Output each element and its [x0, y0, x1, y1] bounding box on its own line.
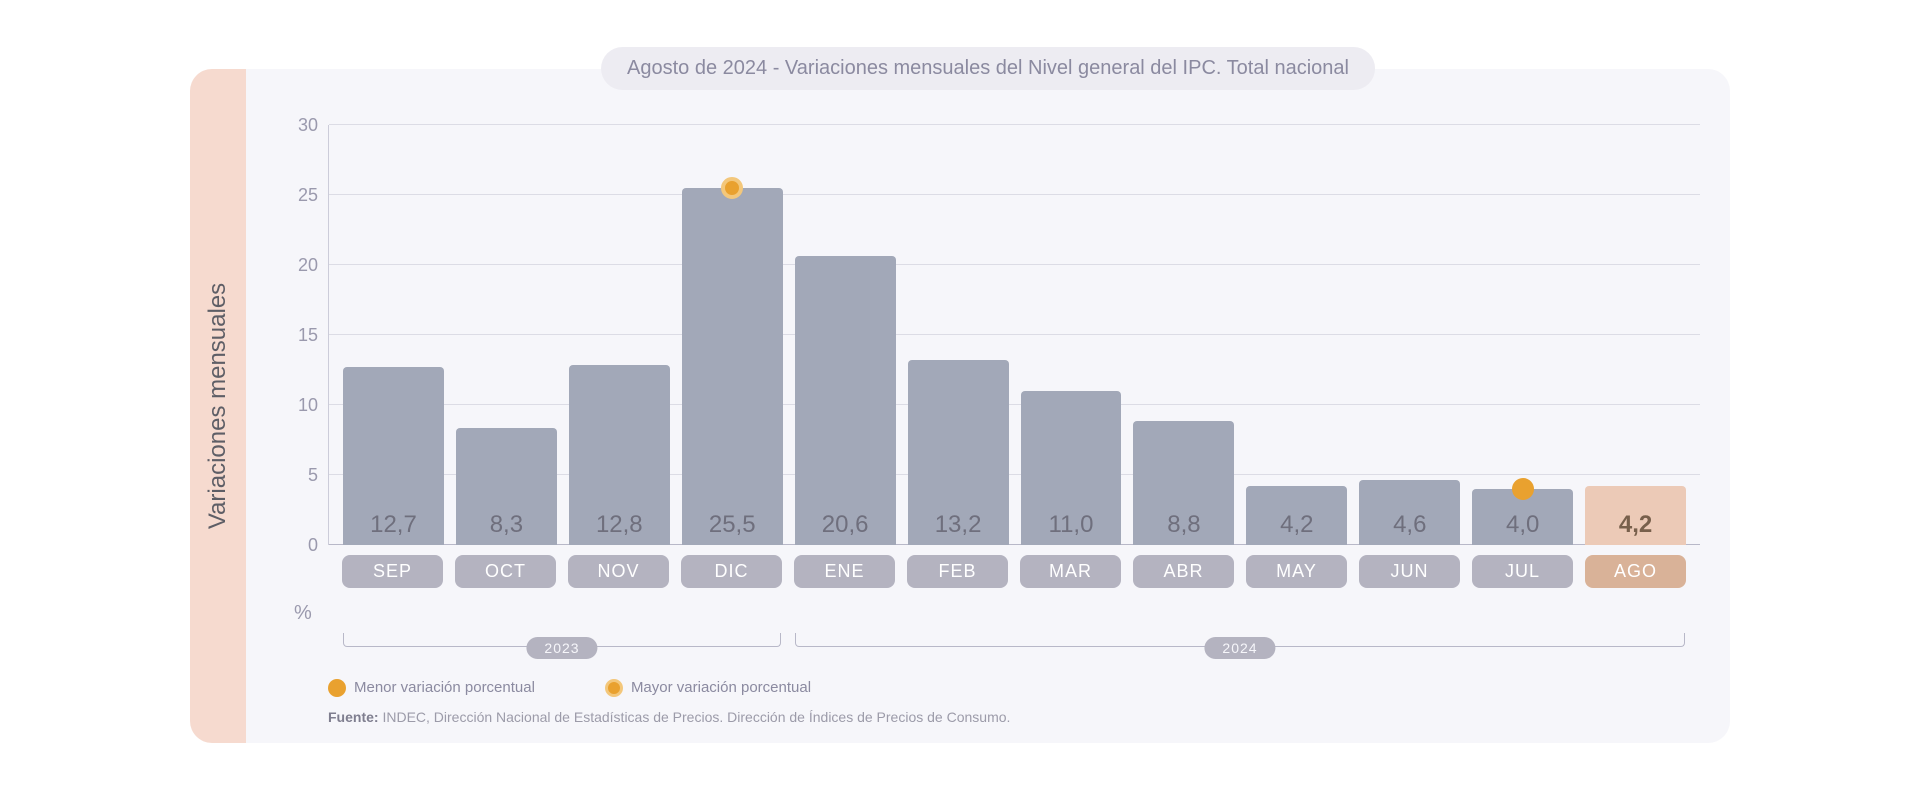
bar-value: 13,2: [908, 511, 1009, 539]
month-pill-slot: JUL: [1466, 555, 1579, 588]
month-pill-slot: ENE: [788, 555, 901, 588]
bar-slot: 4,2: [1240, 125, 1353, 545]
month-pill-slot: ABR: [1127, 555, 1240, 588]
month-pill-slot: MAR: [1014, 555, 1127, 588]
y-axis-label: Variaciones mensuales: [204, 282, 232, 528]
month-pill: FEB: [907, 555, 1008, 588]
bar-value: 12,8: [569, 511, 670, 539]
bar-value: 20,6: [795, 511, 896, 539]
legend-max-marker-icon: [605, 679, 623, 697]
bar-slot: 8,8: [1127, 125, 1240, 545]
month-pill-slot: NOV: [562, 555, 675, 588]
source-line: Fuente: INDEC, Dirección Nacional de Est…: [328, 709, 1700, 725]
bar-slot: 12,8: [563, 125, 676, 545]
bars-row: 12,7 8,3 12,8 25,5 20,6 13,2 11,0 8,8 4,2 4,6 4,0 4…: [329, 125, 1700, 545]
month-pill-slot: AGO: [1579, 555, 1692, 588]
min-marker-icon: [1512, 478, 1534, 500]
bar-value: 4,0: [1472, 511, 1573, 539]
y-axis-sidebar: Variaciones mensuales: [190, 69, 246, 743]
month-pill-slot: OCT: [449, 555, 562, 588]
bar-value: 12,7: [343, 511, 444, 539]
chart-panel: Agosto de 2024 - Variaciones mensuales d…: [246, 69, 1730, 743]
month-pill: ABR: [1133, 555, 1234, 588]
bar-value: 8,8: [1133, 511, 1234, 539]
year-pill: 2024: [1204, 637, 1275, 659]
chart-container: Variaciones mensuales Agosto de 2024 - V…: [190, 69, 1730, 743]
legend-min-marker-icon: [328, 679, 346, 697]
bar-slot: 20,6: [789, 125, 902, 545]
legend-item-min: Menor variación porcentual: [328, 679, 535, 697]
chart-title: Agosto de 2024 - Variaciones mensuales d…: [601, 47, 1375, 90]
bar: 8,3: [456, 428, 557, 544]
bar-value: 25,5: [682, 511, 783, 539]
bar: 4,0: [1472, 489, 1573, 545]
month-pill: DIC: [681, 555, 782, 588]
bar: 12,8: [569, 365, 670, 544]
legend-min-label: Menor variación porcentual: [354, 679, 535, 696]
source-text: INDEC, Dirección Nacional de Estadística…: [382, 709, 1010, 725]
month-pill: AGO: [1585, 555, 1686, 588]
bar: 12,7: [343, 367, 444, 545]
bar: 4,6: [1359, 480, 1460, 544]
y-ticks: 302520151050: [276, 125, 328, 545]
bar-value: 4,2: [1246, 511, 1347, 539]
bar: 11,0: [1021, 391, 1122, 545]
bar: 4,2: [1246, 486, 1347, 545]
month-pill: JUN: [1359, 555, 1460, 588]
month-pill: MAY: [1246, 555, 1347, 588]
month-pill-slot: FEB: [901, 555, 1014, 588]
month-pill: OCT: [455, 555, 556, 588]
bar-slot: 4,2: [1579, 125, 1692, 545]
percent-symbol: %: [294, 602, 1700, 625]
month-pill: SEP: [342, 555, 443, 588]
bar-slot: 13,2: [902, 125, 1015, 545]
month-pill: ENE: [794, 555, 895, 588]
month-labels-row: SEP OCT NOV DIC ENE FEB MAR ABR MAY JUN JUL AGO: [328, 555, 1700, 588]
bar: 20,6: [795, 256, 896, 544]
title-main: Variaciones mensuales del Nivel general …: [785, 57, 1349, 79]
bar-slot: 8,3: [450, 125, 563, 545]
month-pill-slot: SEP: [336, 555, 449, 588]
bar-value: 4,2: [1585, 511, 1686, 539]
title-prefix: Agosto de 2024 -: [627, 57, 785, 79]
bar: 4,2: [1585, 486, 1686, 545]
year-brackets-row: 2023 2024: [336, 633, 1692, 661]
month-pill-slot: DIC: [675, 555, 788, 588]
year-pill: 2023: [526, 637, 597, 659]
bar-value: 11,0: [1021, 511, 1122, 539]
chart-plot-block: 302520151050 12,7 8,3 12,8 25,5 20,6 13,2 11,0…: [276, 125, 1700, 545]
bar: 13,2: [908, 360, 1009, 545]
legend-max-label: Mayor variación porcentual: [631, 679, 811, 696]
month-pill: MAR: [1020, 555, 1121, 588]
source-prefix: Fuente:: [328, 709, 382, 725]
bar-value: 4,6: [1359, 511, 1460, 539]
legend-item-max: Mayor variación porcentual: [605, 679, 811, 697]
bar-slot: 25,5: [676, 125, 789, 545]
plot-area: 12,7 8,3 12,8 25,5 20,6 13,2 11,0 8,8 4,2 4,6 4,0 4…: [328, 125, 1700, 545]
month-pill: JUL: [1472, 555, 1573, 588]
bar-slot: 12,7: [337, 125, 450, 545]
max-marker-icon: [721, 177, 743, 199]
bar: 25,5: [682, 188, 783, 545]
bar-value: 8,3: [456, 511, 557, 539]
bar-slot: 11,0: [1015, 125, 1128, 545]
month-pill-slot: JUN: [1353, 555, 1466, 588]
bar-slot: 4,6: [1353, 125, 1466, 545]
bar-slot: 4,0: [1466, 125, 1579, 545]
bar: 8,8: [1133, 421, 1234, 544]
month-pill: NOV: [568, 555, 669, 588]
month-pill-slot: MAY: [1240, 555, 1353, 588]
legend: Menor variación porcentual Mayor variaci…: [328, 679, 1700, 697]
